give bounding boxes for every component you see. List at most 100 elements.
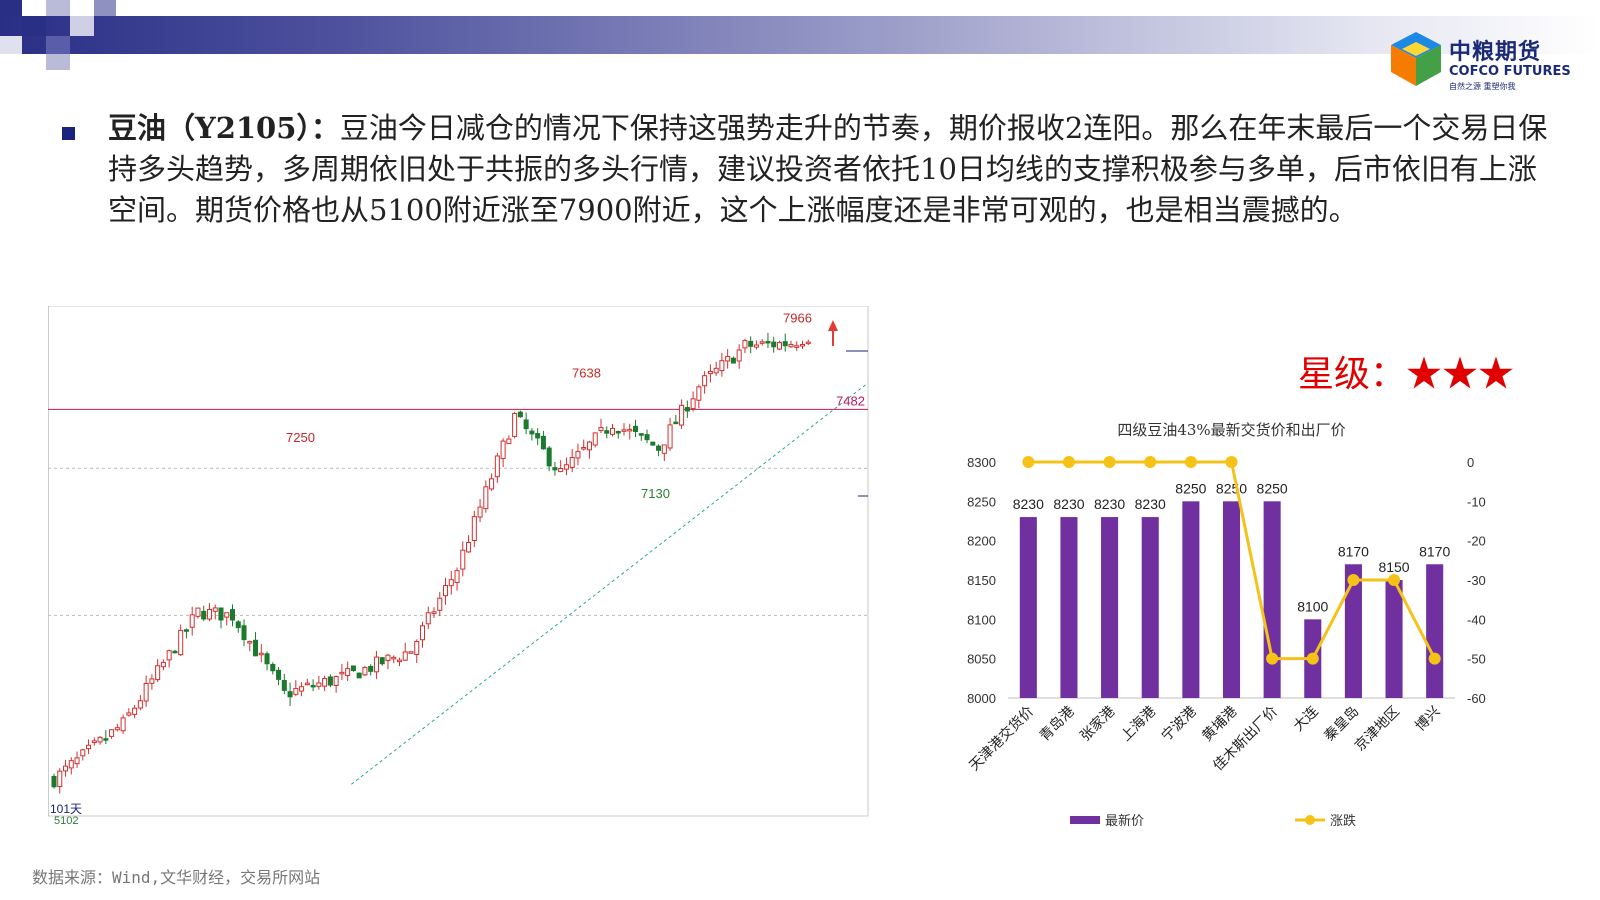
candle-body xyxy=(126,712,132,716)
header-square xyxy=(94,0,116,16)
candle-body xyxy=(327,676,333,686)
candle-body xyxy=(91,740,97,744)
candle-body xyxy=(494,455,500,478)
candle-body xyxy=(281,679,287,691)
candle-body xyxy=(132,707,138,715)
candle-body xyxy=(80,749,86,757)
candle-body xyxy=(679,404,685,426)
candle-body xyxy=(287,691,293,698)
change-point xyxy=(1388,574,1401,586)
candle-body xyxy=(379,657,385,665)
candle-body xyxy=(506,438,512,445)
candle-body xyxy=(195,607,201,617)
bar-value-label: 8230 xyxy=(1053,496,1084,512)
candle-body xyxy=(586,441,592,451)
candle-body xyxy=(563,464,569,470)
candle-body xyxy=(201,610,207,620)
legend-bar-swatch xyxy=(1070,816,1100,824)
bar-value-label: 8230 xyxy=(1135,496,1166,512)
bar xyxy=(1060,517,1078,698)
candle-body xyxy=(270,663,276,672)
candle-body xyxy=(178,629,184,656)
annotation-label: 7250 xyxy=(286,430,315,445)
rating-stars: ★★★ xyxy=(1406,354,1515,395)
bullet-square-icon xyxy=(62,127,75,140)
change-point xyxy=(1306,652,1319,665)
candle-body xyxy=(97,736,103,743)
bar xyxy=(1141,517,1159,698)
bar xyxy=(1182,501,1200,698)
candle-body xyxy=(546,447,552,467)
annotation-label: 7638 xyxy=(572,365,601,380)
annotation-low-label: 7130 xyxy=(641,486,670,501)
bar-value-label: 8250 xyxy=(1175,480,1206,496)
candle-body xyxy=(725,355,731,362)
candle-body xyxy=(183,629,189,632)
candle-body xyxy=(293,688,299,695)
candle-body xyxy=(448,579,454,587)
candle-body xyxy=(304,682,310,686)
candle-body xyxy=(414,641,420,655)
y-left-tick-label: 8050 xyxy=(967,652,996,667)
price-bar-chart: 四级豆油43%最新交货价和出厂价 8000 8050 8100 8150 8200 8250… xyxy=(966,421,1486,829)
header-square xyxy=(46,0,70,16)
bar xyxy=(1263,501,1281,698)
y-left-tick-label: 8000 xyxy=(967,691,996,706)
candle-body xyxy=(264,653,270,665)
bar-value-label: 8250 xyxy=(1216,480,1247,496)
change-point xyxy=(1347,574,1360,586)
y-right-tick-label: -30 xyxy=(1467,573,1486,588)
candle-body xyxy=(247,641,253,644)
candle-body xyxy=(419,625,426,641)
candle-body xyxy=(362,667,368,676)
candle-body xyxy=(633,425,639,433)
candle-body xyxy=(253,639,259,657)
y-left-tick-label: 8150 xyxy=(967,573,996,588)
candle-body xyxy=(535,433,541,439)
y-right-tick-label: -50 xyxy=(1467,652,1486,667)
y-left-tick-label: 8250 xyxy=(967,494,996,509)
bar xyxy=(1101,517,1119,698)
candle-body xyxy=(540,435,546,450)
candle-body xyxy=(218,607,224,621)
candle-body xyxy=(638,433,644,436)
header-square xyxy=(0,0,22,16)
star-rating: 星级：★★★ xyxy=(1298,345,1514,397)
candle-body xyxy=(396,659,402,663)
logo-cn-text: 中粮期货 xyxy=(1449,40,1542,65)
candle-body xyxy=(316,682,322,687)
x-category-label: 宁波港 xyxy=(1158,703,1200,745)
header-square xyxy=(0,36,22,54)
bar-value-label: 8170 xyxy=(1419,543,1450,559)
candle-body xyxy=(719,360,725,372)
commentary-title: 豆油（Y2105）： xyxy=(108,111,340,145)
header-square xyxy=(46,36,70,54)
candle-body xyxy=(339,671,345,675)
change-point xyxy=(1225,456,1238,468)
candle-body xyxy=(149,678,155,684)
bar xyxy=(1019,517,1037,698)
candle-body xyxy=(742,340,748,349)
candle-body xyxy=(137,700,143,709)
candle-body xyxy=(644,434,650,441)
candle-body xyxy=(235,621,241,629)
candle-body xyxy=(57,770,63,788)
candle-body xyxy=(471,516,477,541)
y-right-tick-label: -10 xyxy=(1467,494,1486,509)
candle-body xyxy=(322,677,328,687)
y-right-tick-label: -20 xyxy=(1467,534,1486,549)
candle-body xyxy=(443,585,449,597)
bar-value-label: 8100 xyxy=(1297,598,1328,614)
annotation-line-label: 7482 xyxy=(836,393,865,408)
candle-body xyxy=(160,661,166,668)
candle-body xyxy=(431,611,437,614)
candle-body xyxy=(702,375,708,387)
candle-body xyxy=(120,717,126,732)
candle-body xyxy=(575,451,581,459)
candle-body xyxy=(684,407,690,412)
logo-en-text: COFCO FUTURES xyxy=(1449,64,1571,79)
candle-body xyxy=(765,340,771,344)
commentary-paragraph: 豆油（Y2105）：豆油今日减仓的情况下保持这强势走升的节奏，期价报收2连阳。那… xyxy=(108,108,1548,231)
y-left-tick-label: 8200 xyxy=(967,534,996,549)
